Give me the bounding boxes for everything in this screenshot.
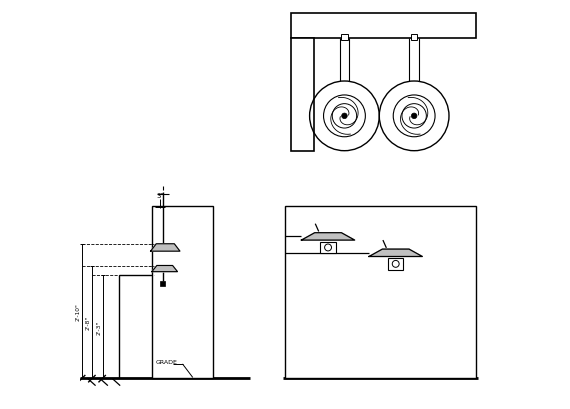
Bar bbox=[320, 242, 336, 254]
Polygon shape bbox=[150, 244, 180, 252]
Bar bbox=[285, 207, 475, 378]
Circle shape bbox=[341, 114, 347, 119]
Bar bbox=[160, 281, 165, 286]
Polygon shape bbox=[369, 249, 422, 257]
Text: 2'-10": 2'-10" bbox=[76, 302, 81, 320]
Text: 3": 3" bbox=[156, 192, 164, 198]
Text: GRADE: GRADE bbox=[156, 359, 178, 364]
Bar bbox=[411, 35, 417, 41]
Circle shape bbox=[412, 114, 417, 119]
Text: 2'-8": 2'-8" bbox=[86, 315, 91, 329]
Bar bbox=[291, 14, 475, 39]
Bar bbox=[152, 207, 213, 378]
Bar bbox=[388, 258, 404, 270]
Bar bbox=[291, 39, 314, 151]
Bar bbox=[341, 35, 348, 41]
Polygon shape bbox=[302, 233, 355, 240]
Text: 2'-3": 2'-3" bbox=[96, 320, 101, 334]
Polygon shape bbox=[152, 266, 177, 272]
